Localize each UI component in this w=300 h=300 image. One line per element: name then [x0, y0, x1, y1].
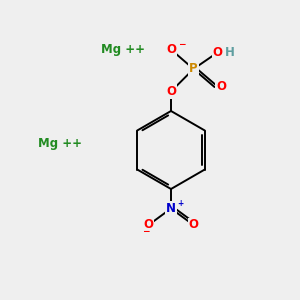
Text: −: −: [178, 40, 185, 49]
Text: N: N: [166, 202, 176, 215]
Text: −: −: [142, 226, 150, 236]
Text: +: +: [178, 199, 184, 208]
Text: O: O: [212, 46, 223, 59]
Text: O: O: [166, 85, 176, 98]
Text: O: O: [143, 218, 154, 232]
Text: H: H: [225, 46, 235, 59]
Text: O: O: [188, 218, 199, 232]
Text: O: O: [166, 43, 176, 56]
Text: P: P: [189, 62, 198, 76]
Text: Mg ++: Mg ++: [38, 137, 82, 151]
Text: O: O: [216, 80, 226, 94]
Text: Mg ++: Mg ++: [101, 43, 146, 56]
